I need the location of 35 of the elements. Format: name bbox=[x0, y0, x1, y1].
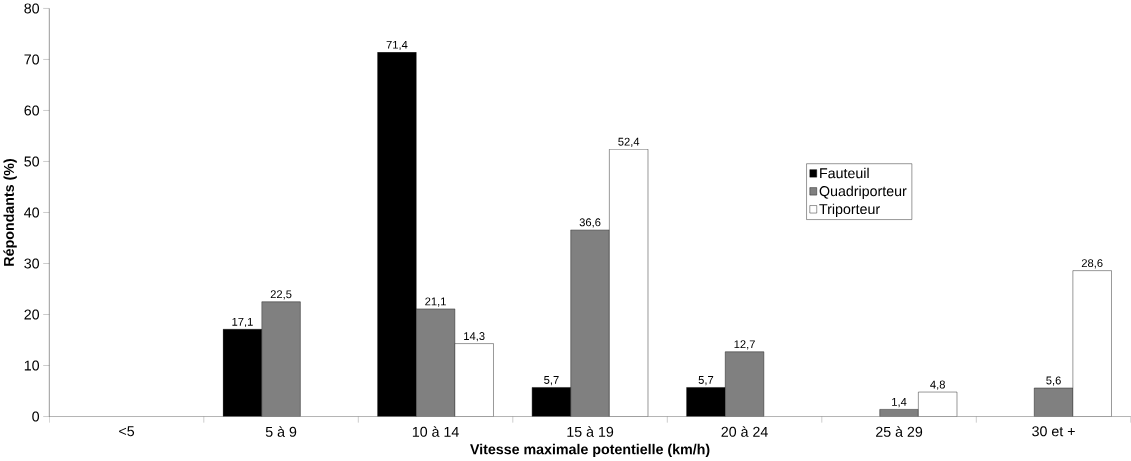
x-tick-label: 20 à 24 bbox=[721, 426, 768, 438]
x-tick-label: 30 et + bbox=[1032, 426, 1075, 437]
y-tick-label: 10 bbox=[24, 360, 40, 371]
data-label: 28,6 bbox=[1081, 259, 1103, 269]
legend-label: Quadriporteur bbox=[819, 185, 907, 200]
data-label: 5,7 bbox=[544, 376, 559, 386]
data-label: 21,1 bbox=[425, 297, 446, 307]
data-label: 4,8 bbox=[930, 380, 945, 391]
data-label: 5,6 bbox=[1046, 376, 1061, 386]
data-label: 14,3 bbox=[464, 332, 485, 342]
legend-label: Fauteuil bbox=[820, 168, 869, 179]
y-tick-label: 80 bbox=[24, 3, 40, 14]
y-tick-label: 0 bbox=[32, 411, 40, 422]
legend-label: Triporteur bbox=[819, 203, 880, 218]
x-tick-label: <5 bbox=[119, 426, 135, 437]
data-label: 71,4 bbox=[386, 41, 408, 51]
y-tick-label: 60 bbox=[24, 105, 40, 116]
x-tick-label: 15 à 19 bbox=[567, 426, 614, 438]
data-label: 17,1 bbox=[232, 318, 253, 328]
data-label: 36,6 bbox=[579, 218, 601, 228]
x-tick-label: 5 à 9 bbox=[265, 426, 297, 438]
data-label: 5,7 bbox=[698, 376, 714, 386]
y-tick-label: 20 bbox=[24, 309, 40, 320]
x-tick-label: 10 à 14 bbox=[412, 426, 459, 438]
data-label: 52,4 bbox=[618, 138, 640, 148]
data-label: 12,7 bbox=[734, 340, 755, 350]
y-tick-label: 70 bbox=[24, 54, 40, 65]
y-tick-label: 50 bbox=[24, 156, 40, 167]
x-axis-title: Vitesse maximale potentielle (km/h) bbox=[470, 444, 710, 458]
y-tick-label: 40 bbox=[24, 207, 40, 218]
data-label: 22,5 bbox=[270, 290, 292, 300]
y-tick-label: 30 bbox=[24, 258, 40, 269]
y-axis-title: Répondants (%) bbox=[3, 159, 17, 266]
x-tick-label: 25 à 29 bbox=[876, 426, 923, 438]
data-label: 1,4 bbox=[892, 398, 907, 408]
